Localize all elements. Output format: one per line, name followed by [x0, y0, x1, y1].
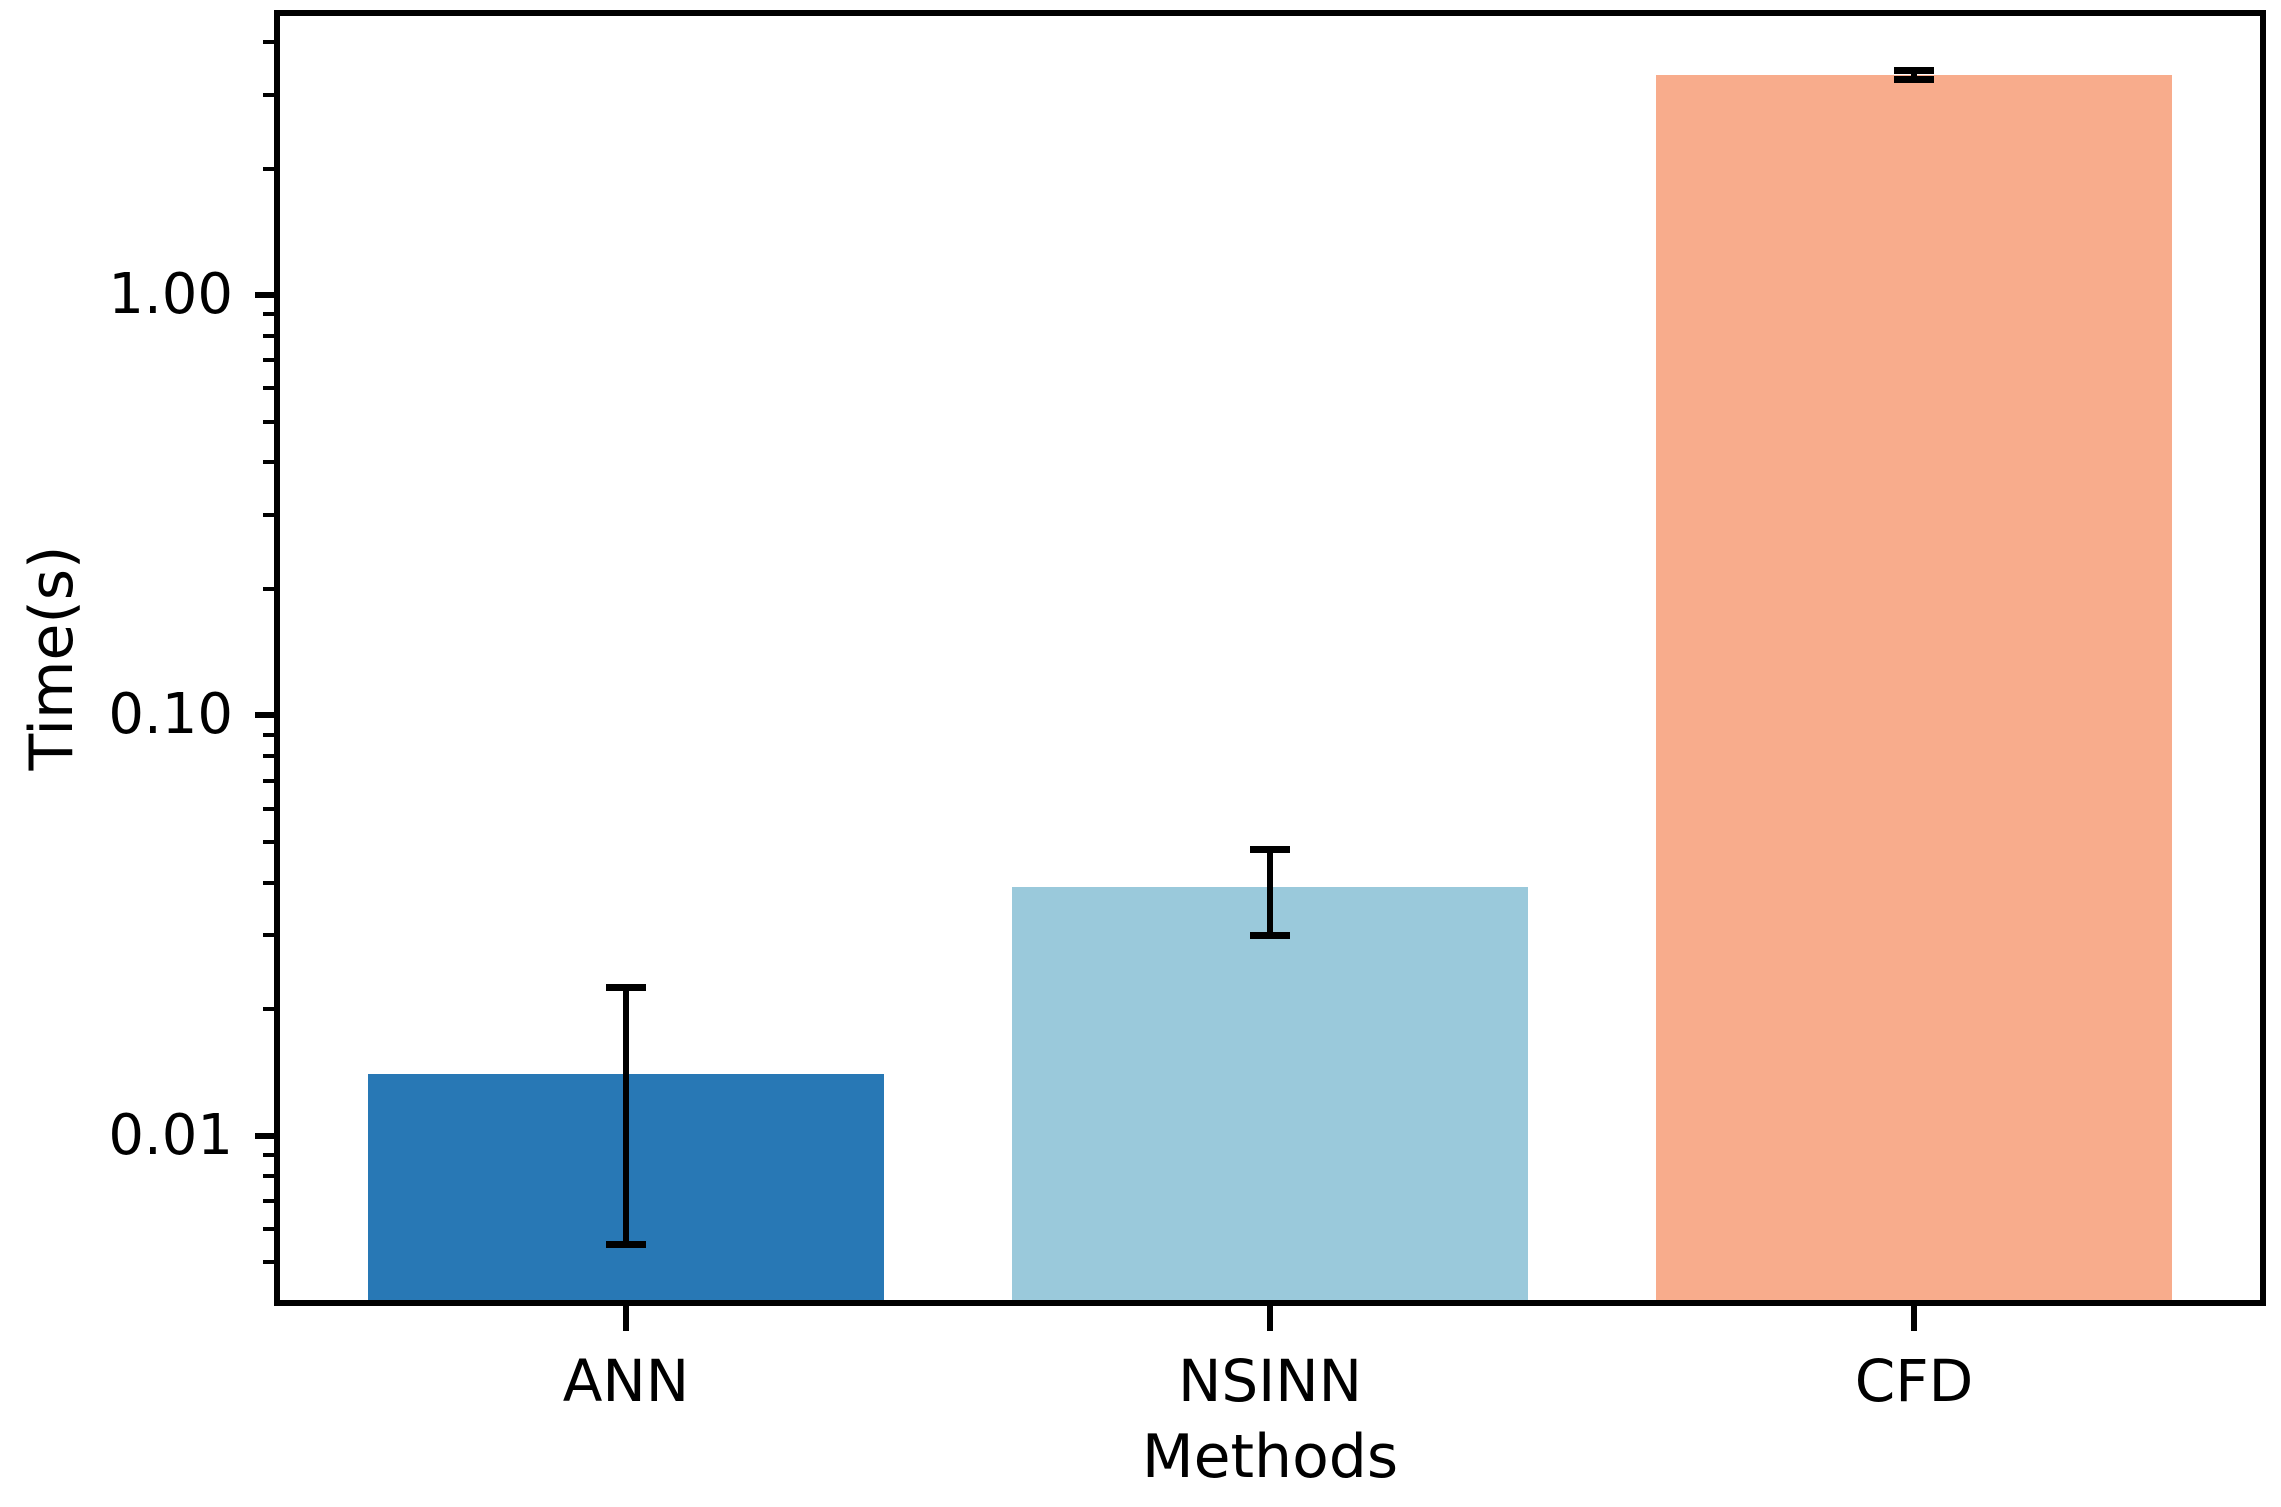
- top-spine: [274, 10, 2266, 16]
- y-axis-major-tick: [255, 292, 277, 299]
- y-axis-minor-tick: [263, 1174, 277, 1179]
- y-axis-minor-tick: [263, 333, 277, 338]
- y-axis-minor-tick: [263, 386, 277, 391]
- right-spine: [2260, 10, 2266, 1306]
- error-bar-cap-bottom-nsinn: [1250, 931, 1290, 939]
- y-axis-tick-label: 1.00: [108, 262, 233, 328]
- y-axis-minor-tick: [263, 460, 277, 465]
- bar-nsinn: [1011, 887, 1529, 1303]
- error-bar-cap-top-nsinn: [1250, 845, 1290, 853]
- y-axis-tick-label: 0.01: [108, 1102, 233, 1168]
- x-axis-tick-label-cfd: CFD: [1854, 1347, 1974, 1415]
- y-axis-minor-tick: [263, 880, 277, 885]
- y-axis-minor-tick: [263, 512, 277, 517]
- y-axis-minor-tick: [263, 1198, 277, 1203]
- x-axis-tick-label-nsinn: NSINN: [1177, 1347, 1363, 1415]
- error-bar-cap-bottom-cfd: [1894, 76, 1935, 84]
- x-axis-tick-ann: [622, 1303, 629, 1331]
- y-axis-major-tick: [255, 712, 277, 719]
- error-bar-cap-bottom-ann: [605, 1241, 646, 1249]
- y-axis-minor-tick: [263, 92, 277, 97]
- x-axis-title: Methods: [1141, 1422, 1399, 1492]
- error-bar-cfd: [1911, 70, 1918, 80]
- y-axis-minor-tick: [263, 166, 277, 171]
- y-axis-minor-tick: [263, 732, 277, 737]
- x-axis-tick-cfd: [1911, 1303, 1918, 1331]
- error-bar-cap-top-ann: [605, 984, 646, 992]
- y-axis-title: Time(s): [17, 545, 87, 771]
- y-axis-minor-tick: [263, 586, 277, 591]
- error-bar-cap-top-cfd: [1894, 66, 1935, 74]
- y-axis-minor-tick: [263, 1226, 277, 1231]
- y-axis-minor-tick: [263, 806, 277, 811]
- bar-cfd: [1655, 74, 2173, 1303]
- y-axis-minor-tick: [263, 419, 277, 424]
- y-axis-minor-tick: [263, 933, 277, 938]
- error-bar-nsinn: [1267, 849, 1273, 936]
- y-axis-minor-tick: [263, 312, 277, 317]
- y-axis-minor-tick: [263, 1260, 277, 1265]
- error-bar-ann: [622, 987, 629, 1245]
- left-spine: [274, 10, 280, 1306]
- y-axis-major-tick: [255, 1132, 277, 1139]
- y-axis-minor-tick: [263, 754, 277, 759]
- y-axis-minor-tick: [263, 839, 277, 844]
- x-axis-tick-label-ann: ANN: [562, 1347, 690, 1415]
- y-axis-tick-label: 0.10: [108, 682, 233, 748]
- y-axis-minor-tick: [263, 358, 277, 363]
- x-axis-tick-nsinn: [1267, 1303, 1273, 1331]
- y-axis-minor-tick: [263, 1007, 277, 1012]
- y-axis-minor-tick: [263, 40, 277, 45]
- y-axis-minor-tick: [263, 778, 277, 783]
- y-axis-minor-tick: [263, 1152, 277, 1157]
